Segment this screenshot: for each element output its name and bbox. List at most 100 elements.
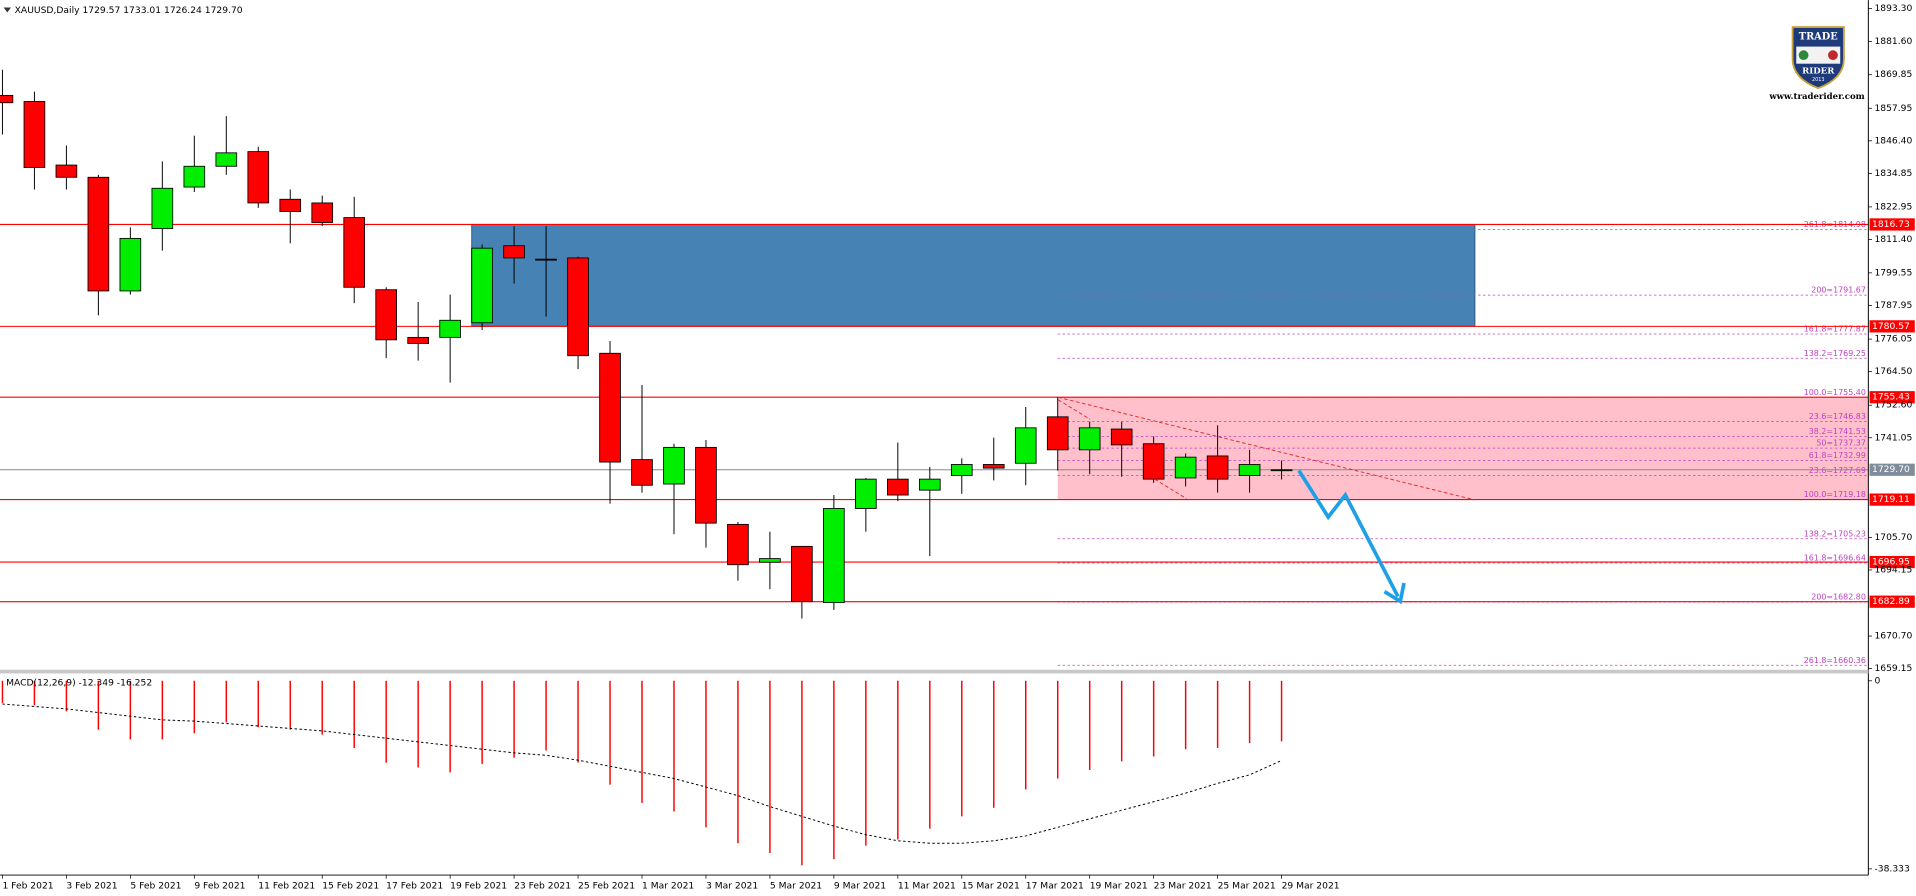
fib-label: 138.2=1705.23 [1804, 529, 1866, 538]
y-tick-label: 1822.95 [1874, 201, 1912, 212]
candle-body [599, 352, 621, 463]
x-tick-label: 29 Mar 2021 [1282, 881, 1340, 892]
candle-body [823, 508, 845, 604]
candle-body [695, 446, 717, 524]
x-tick-label: 19 Feb 2021 [450, 881, 507, 892]
x-tick-label: 15 Feb 2021 [322, 881, 379, 892]
logo: TRADE RIDER 2013 www.traderider.com [1768, 26, 1865, 102]
y-tick-label: 1893.30 [1874, 3, 1912, 14]
candle-body [55, 164, 78, 178]
trendline [1154, 478, 1187, 500]
candle-body [407, 336, 429, 344]
fib-label: 200=1682.80 [1811, 593, 1866, 602]
candle-body [1142, 443, 1165, 480]
level-tag [1869, 320, 1915, 333]
candle-body [1238, 464, 1261, 476]
candle-body [1270, 469, 1293, 472]
candle-body [1174, 456, 1197, 479]
level-label: 1696.95 [1872, 557, 1910, 568]
x-tick-label: 1 Mar 2021 [642, 881, 694, 892]
x-tick-label: 17 Feb 2021 [386, 881, 443, 892]
zone [471, 223, 1476, 327]
candle-body [727, 523, 749, 566]
y-tick-label: 1846.40 [1874, 135, 1912, 146]
macd-signal [2, 703, 1282, 844]
level-label: 1719.11 [1872, 494, 1910, 505]
level-tag [1869, 391, 1915, 404]
level-tag [1869, 218, 1915, 231]
candle-body [950, 464, 973, 476]
logo-band [1796, 46, 1841, 64]
overlays [1057, 396, 1475, 605]
current-price-label: 1729.70 [1872, 464, 1910, 475]
arrow-head [1383, 582, 1406, 605]
macd-y-tick-label: 0 [1874, 675, 1880, 686]
x-tick-label: 5 Mar 2021 [770, 881, 822, 892]
fib-label: 50=1737.37 [1816, 439, 1866, 448]
zone [1057, 397, 1869, 500]
level-label: 1755.43 [1872, 392, 1910, 403]
x-tick-label: 9 Feb 2021 [194, 881, 245, 892]
y-tick-label: 1857.95 [1874, 103, 1912, 114]
y-tick-label: 1811.40 [1874, 234, 1912, 245]
candle-body [183, 165, 206, 188]
candles [0, 69, 1293, 866]
y-tick-label: 1764.50 [1874, 366, 1912, 377]
fib-label: 38.2=1741.53 [1809, 427, 1866, 436]
candle-body [1014, 427, 1037, 464]
y-tick-label: 1869.85 [1874, 69, 1912, 80]
candle-body [471, 247, 493, 324]
x-tick-label: 15 Mar 2021 [962, 881, 1020, 892]
fib-label: 23.6=1746.83 [1809, 412, 1866, 421]
level-tag [1869, 555, 1915, 569]
trendline [1057, 399, 1091, 420]
y-tick-label: 1752.60 [1874, 400, 1912, 411]
level-label: 1682.89 [1872, 596, 1910, 607]
candle-body [87, 176, 110, 292]
candle-body [151, 187, 174, 230]
x-tick-label: 9 Mar 2021 [834, 881, 886, 892]
candle-body [375, 289, 397, 341]
candle-body [1110, 428, 1133, 446]
x-tick-label: 11 Mar 2021 [898, 881, 956, 892]
candle-body [1206, 455, 1229, 480]
fib-label: 61.8=1732.99 [1809, 451, 1866, 460]
level-label: 1780.57 [1872, 321, 1910, 332]
level-tag [1869, 595, 1915, 608]
x-tick-label: 3 Mar 2021 [706, 881, 758, 892]
y-tick-label: 1799.55 [1874, 267, 1912, 278]
y-tick-label: 1659.15 [1874, 663, 1912, 674]
y-tick-label: 1787.95 [1874, 300, 1912, 311]
candle-body [535, 258, 557, 261]
trendline [1058, 396, 1475, 501]
logo-url: www.traderider.com [1768, 92, 1864, 102]
candle-body [1078, 427, 1101, 451]
candle-body [759, 558, 781, 563]
x-tick-label: 25 Feb 2021 [578, 881, 635, 892]
x-tick-label: 11 Feb 2021 [258, 881, 315, 892]
fib-label: 200=1791.67 [1811, 286, 1866, 295]
panel-separator [0, 669, 1869, 674]
x-tick-label: 25 Mar 2021 [1218, 881, 1276, 892]
current-price-tag [1869, 463, 1915, 476]
fib-label: 161.8=1777.87 [1804, 325, 1866, 334]
x-tick-label: 17 Mar 2021 [1026, 881, 1084, 892]
candle-body [119, 237, 142, 292]
x-tick-label: 3 Feb 2021 [66, 881, 117, 892]
logo-badge [1798, 50, 1809, 61]
candle-body [631, 459, 653, 486]
y-tick-label: 1694.15 [1874, 564, 1912, 575]
candle-body [0, 94, 14, 104]
candle-body [279, 198, 302, 212]
fib-label: 100.0=1755.40 [1804, 388, 1866, 397]
fib-label: 100.0=1719.18 [1804, 490, 1866, 499]
candle-body [343, 217, 366, 288]
y-tick-label: 1705.70 [1874, 532, 1912, 543]
fib-label: 161.8=1696.64 [1804, 554, 1866, 563]
x-tick-label: 23 Feb 2021 [514, 881, 571, 892]
logo-badge [1828, 50, 1838, 61]
candle-body [503, 245, 525, 259]
